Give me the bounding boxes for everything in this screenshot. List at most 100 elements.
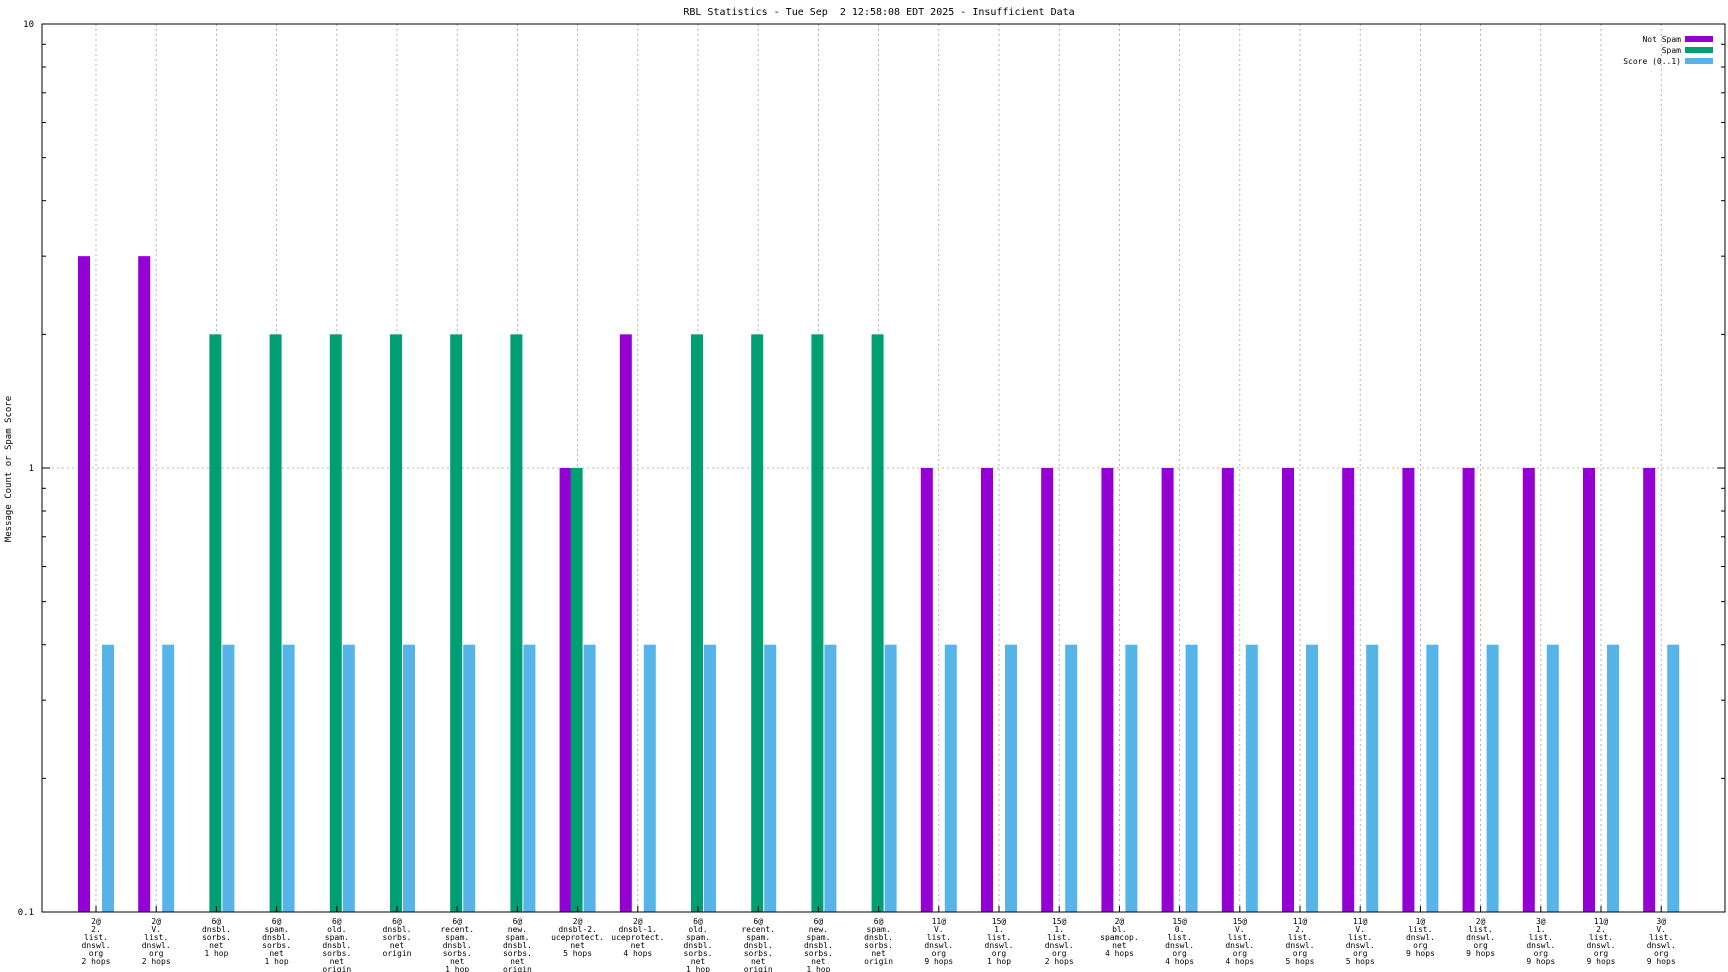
not-spam-bar	[559, 468, 572, 912]
score-bar	[1366, 644, 1379, 912]
x-tick-label: V.	[1235, 925, 1245, 934]
not-spam-bar	[619, 334, 632, 913]
y-axis-label: Message Count or Spam Score	[4, 396, 14, 542]
x-tick-label: old.	[327, 925, 346, 934]
x-tick-label: dnsbl.	[202, 925, 231, 934]
x-tick-label: net	[209, 941, 224, 950]
score-bar	[944, 644, 957, 912]
not-spam-bar	[1462, 468, 1475, 912]
x-tick-label: list.	[1288, 933, 1312, 942]
x-tick-label: sorbs.	[744, 949, 773, 958]
spam-bar	[871, 334, 884, 913]
x-tick-label: 1.	[994, 925, 1004, 934]
x-tick-label: org	[1172, 949, 1187, 958]
x-tick-label: net	[570, 941, 585, 950]
x-tick-label: bl.	[1112, 925, 1126, 934]
score-bar	[1667, 644, 1680, 912]
x-tick-label: 6@	[513, 917, 523, 926]
x-tick-label: list.	[1529, 933, 1553, 942]
x-tick-label: dnsbl.	[684, 941, 713, 950]
x-tick-label: dnswl.	[142, 941, 171, 950]
x-tick-label: dnswl.	[1587, 941, 1616, 950]
x-tick-label: org	[1052, 949, 1067, 958]
x-tick-label: 2.	[1596, 925, 1606, 934]
x-tick-label: dnswl.	[1045, 941, 1074, 950]
not-spam-bar	[138, 256, 151, 912]
x-tick-label: 11@	[1594, 917, 1609, 926]
not-spam-bar	[1101, 468, 1114, 912]
x-tick-label: sorbs.	[684, 949, 713, 958]
x-tick-label: 4 hops	[623, 949, 652, 958]
legend-entry-label: Spam	[1662, 46, 1681, 55]
x-tick-label: spam.	[445, 933, 469, 942]
x-tick-label: 6@	[814, 917, 824, 926]
x-tick-label: 11@	[1293, 917, 1308, 926]
bars	[78, 256, 1680, 913]
x-tick-label: 6@	[753, 917, 763, 926]
x-tick-label: sorbs.	[262, 941, 291, 950]
x-tick-label: 9 hops	[1466, 949, 1495, 958]
x-tick-label: dnsbl.	[503, 941, 532, 950]
x-tick-label: dnswl.	[1466, 933, 1495, 942]
score-bar	[643, 644, 656, 912]
x-tick-label: list.	[1228, 933, 1252, 942]
x-tick-label: net	[811, 957, 826, 966]
x-tick-label: 9 hops	[1406, 949, 1435, 958]
x-tick-label: 11@	[932, 917, 947, 926]
x-tick-label: 1.	[1054, 925, 1064, 934]
x-tick-label: spam.	[265, 925, 289, 934]
x-tick-label: 1.	[1536, 925, 1546, 934]
x-tick-label: 11@	[1353, 917, 1368, 926]
x-tick-label: dnsbl-1.	[619, 925, 658, 934]
x-tick-label: 1 hop	[686, 965, 710, 972]
not-spam-bar	[1221, 468, 1234, 912]
x-tick-label: 6@	[332, 917, 342, 926]
legend-entry-label: Not Spam	[1642, 35, 1681, 44]
x-tick-label: dnsbl.	[864, 933, 893, 942]
x-tick-label: 6@	[212, 917, 222, 926]
x-tick-label: spam.	[806, 933, 830, 942]
x-tick-label: origin	[744, 965, 773, 972]
legend-swatch	[1685, 58, 1713, 64]
x-tick-label: 9 hops	[1587, 957, 1616, 966]
x-tick-label: net	[631, 941, 646, 950]
x-tick-label: recent.	[741, 925, 775, 934]
x-tick-label: dnswl.	[1346, 941, 1375, 950]
x-tick-label: dnsbl.	[744, 941, 773, 950]
x-tick-label: 2.	[91, 925, 101, 934]
score-bar	[1486, 644, 1499, 912]
x-tick-label: dnsbl.	[443, 941, 472, 950]
x-tick-label: list.	[1589, 933, 1613, 942]
x-tick-label: list.	[1168, 933, 1192, 942]
x-tick-label: net	[450, 957, 465, 966]
x-tick-label: org	[992, 949, 1007, 958]
y-tick-label: 0.1	[18, 908, 34, 918]
score-bar	[523, 644, 536, 912]
x-tick-label: dnswl.	[1165, 941, 1194, 950]
x-tick-label: 15@	[1172, 917, 1187, 926]
x-tick-label: 1 hop	[265, 957, 289, 966]
x-tick-label: net	[269, 949, 284, 958]
score-bar	[704, 644, 716, 912]
score-bar	[1125, 644, 1138, 912]
legend: Not Spam Spam Score (0..1)	[1623, 35, 1713, 66]
score-bar	[342, 644, 355, 912]
not-spam-bar	[1643, 468, 1656, 912]
score-bar	[162, 644, 175, 912]
x-tick-label: 3@	[1656, 917, 1666, 926]
spam-bar	[811, 334, 824, 913]
legend-swatch	[1685, 36, 1713, 42]
x-tick-label: 4 hops	[1105, 949, 1134, 958]
x-tick-label: 6@	[392, 917, 402, 926]
x-tick-label: V.	[934, 925, 944, 934]
x-tick-label: 15@	[1052, 917, 1067, 926]
x-tick-label: 5 hops	[1286, 957, 1315, 966]
x-tick-label: 5 hops	[563, 949, 592, 958]
x-tick-label: org	[149, 949, 164, 958]
score-bar	[403, 644, 415, 912]
x-tick-label: 2.	[1295, 925, 1305, 934]
spam-bar	[751, 334, 764, 913]
x-tick-label: 9 hops	[1647, 957, 1676, 966]
x-tick-label: spam.	[746, 933, 770, 942]
x-tick-label: 2@	[633, 917, 643, 926]
